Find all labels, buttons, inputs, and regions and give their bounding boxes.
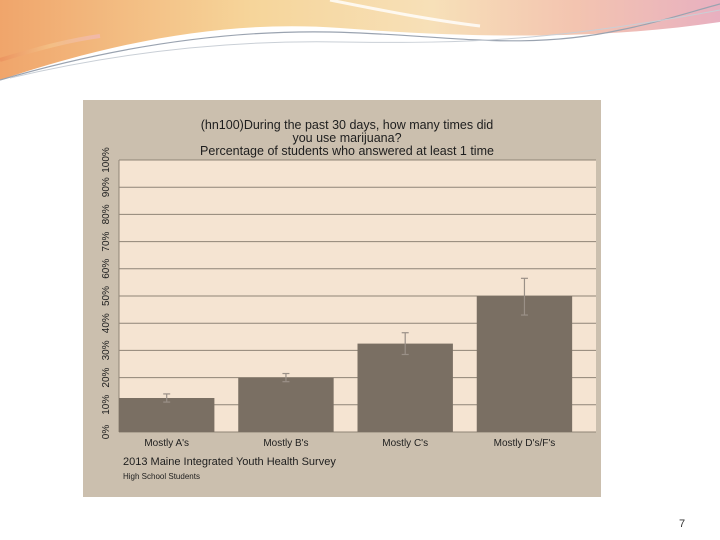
y-tick-label: 80%	[101, 204, 112, 224]
source-note: 2013 Maine Integrated Youth Health Surve…	[123, 456, 336, 468]
bars	[119, 296, 573, 432]
error-bars	[163, 277, 528, 403]
category-label: Mostly B's	[263, 438, 308, 449]
chart-title-line-3: Percentage of students who answered at l…	[200, 144, 494, 158]
y-tick-label: 30%	[101, 340, 112, 360]
y-tick-labels: 0% 10% 20% 30% 40% 50% 60% 70% 80% 90% 100%	[101, 147, 112, 439]
y-tick-label: 100%	[101, 147, 112, 173]
y-tick-label: 40%	[101, 313, 112, 333]
bar	[476, 296, 573, 432]
y-tick-label: 90%	[101, 177, 112, 197]
y-tick-label: 0%	[101, 425, 112, 440]
y-tick-label: 20%	[101, 367, 112, 387]
slide-header-decoration	[0, 0, 720, 81]
bar-chart: 0% 10% 20% 30% 40% 50% 60% 70% 80% 90% 100% Mostly…	[101, 118, 596, 481]
y-tick-label: 10%	[101, 395, 112, 415]
category-label: Mostly D's/F's	[494, 438, 556, 449]
page-number: 7	[678, 518, 686, 530]
bar	[119, 398, 215, 432]
y-tick-label: 70%	[101, 231, 112, 251]
category-label: Mostly A's	[144, 438, 189, 449]
sub-note: High School Students	[123, 472, 200, 481]
category-labels: Mostly A's Mostly B's Mostly C's Mostly D's…	[144, 438, 555, 449]
chart-title-line-2: you use marijuana?	[292, 131, 401, 145]
chart-title-line-1: (hn100)During the past 30 days, how many…	[201, 118, 494, 132]
y-tick-label: 60%	[101, 259, 112, 279]
category-label: Mostly C's	[382, 438, 428, 449]
y-tick-label: 50%	[101, 286, 112, 306]
bar	[238, 377, 334, 432]
bar	[357, 343, 453, 432]
chart-panel: 0% 10% 20% 30% 40% 50% 60% 70% 80% 90% 100% Mostly…	[83, 100, 601, 497]
